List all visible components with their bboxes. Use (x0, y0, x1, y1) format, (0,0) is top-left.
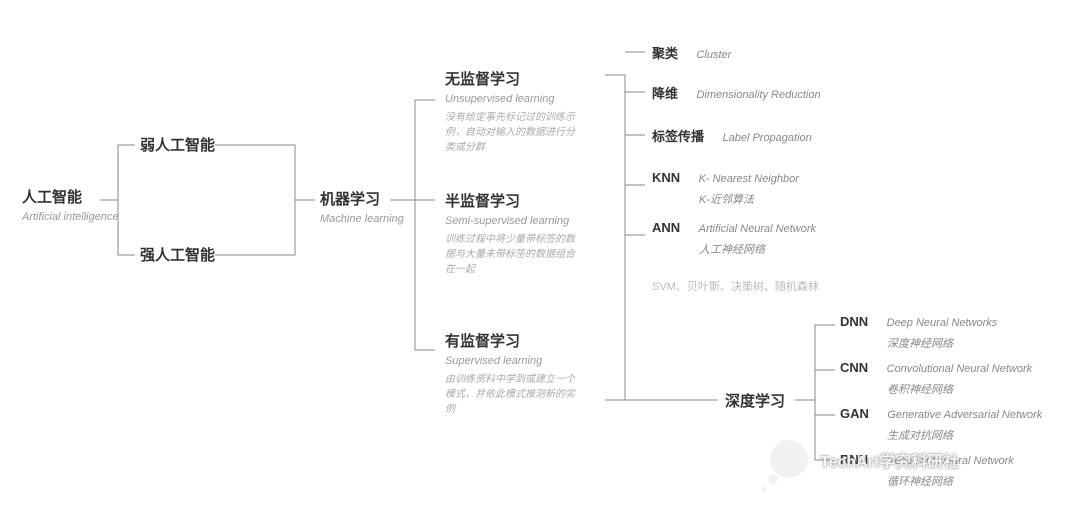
knn-zh: KNN (652, 170, 680, 187)
node-dnn: DNN Deep Neural Networks 深度神经网络 (840, 312, 997, 351)
node-semi: 半监督学习 Semi-supervised learning 训练过程中将少量带… (445, 192, 575, 277)
node-gan: GAN Generative Adversarial Network 生成对抗网… (840, 404, 1042, 443)
cnn-en: Convolutional Neural Network (887, 362, 1033, 376)
strong-ai-zh: 强人工智能 (140, 246, 215, 266)
node-ann: ANN Artificial Neural Network 人工神经网络 (652, 218, 816, 257)
watermark-icon (770, 440, 808, 478)
sup-desc: 由训练资料中学到或建立一个模式，并依此模式推测新的实例 (445, 372, 575, 417)
other-text: SVM、贝叶斯、决策树、随机森林 (652, 281, 819, 293)
node-weak-ai: 弱人工智能 (140, 136, 215, 156)
knn-en: K- Nearest Neighbor (699, 172, 799, 186)
node-unsupervised: 无监督学习 Unsupervised learning 没有给定事先标记过的训练… (445, 70, 575, 155)
cnn-zh: CNN (840, 360, 868, 377)
gan-en: Generative Adversarial Network (887, 408, 1042, 422)
node-other-methods: SVM、贝叶斯、决策树、随机森林 (652, 280, 819, 294)
lp-zh: 标签传播 (652, 129, 704, 146)
gan-sub: 生成对抗网络 (887, 429, 1042, 443)
node-ml: 机器学习 Machine learning (320, 190, 404, 226)
dnn-en: Deep Neural Networks (887, 316, 998, 330)
node-knn: KNN K- Nearest Neighbor K-近邻算法 (652, 168, 799, 207)
node-labelprop: 标签传播 Label Propagation (652, 127, 812, 148)
semi-zh: 半监督学习 (445, 192, 575, 212)
rnn-sub: 循环神经网络 (887, 475, 1014, 489)
ml-en: Machine learning (320, 212, 404, 226)
cnn-sub: 卷积神经网络 (887, 383, 1032, 397)
dl-zh: 深度学习 (725, 392, 785, 412)
unsup-desc: 没有给定事先标记过的训练示例，自动对输入的数据进行分类或分群 (445, 110, 575, 155)
cluster-en: Cluster (696, 48, 731, 62)
node-dimred: 降维 Dimensionality Reduction (652, 84, 821, 105)
knn-sub: K-近邻算法 (699, 193, 799, 207)
cluster-zh: 聚类 (652, 46, 678, 63)
weak-ai-zh: 弱人工智能 (140, 136, 215, 156)
ann-en: Artificial Neural Network (699, 222, 816, 236)
unsup-zh: 无监督学习 (445, 70, 575, 90)
node-supervised: 有监督学习 Supervised learning 由训练资料中学到或建立一个模… (445, 332, 575, 417)
node-strong-ai: 强人工智能 (140, 246, 215, 266)
dimred-en: Dimensionality Reduction (696, 88, 820, 102)
dnn-sub: 深度神经网络 (887, 337, 997, 351)
gan-zh: GAN (840, 406, 869, 423)
lp-en: Label Propagation (722, 131, 811, 145)
semi-desc: 训练过程中将少量带标签的数据与大量未带标签的数据组合在一起 (445, 232, 575, 277)
unsup-en: Unsupervised learning (445, 92, 575, 106)
ai-en: Artificial intelligence (22, 210, 119, 224)
node-ai-root: 人工智能 Artificial intelligence (22, 188, 119, 224)
node-cnn: CNN Convolutional Neural Network 卷积神经网络 (840, 358, 1032, 397)
ml-zh: 机器学习 (320, 190, 404, 210)
sup-en: Supervised learning (445, 354, 575, 368)
watermark-text: TechArt学究科研社 (820, 448, 959, 472)
ann-zh: ANN (652, 220, 680, 237)
sup-zh: 有监督学习 (445, 332, 575, 352)
node-cluster: 聚类 Cluster (652, 44, 731, 65)
ann-sub: 人工神经网络 (699, 243, 816, 257)
ai-zh: 人工智能 (22, 188, 119, 208)
semi-en: Semi-supervised learning (445, 214, 575, 228)
dnn-zh: DNN (840, 314, 868, 331)
dimred-zh: 降维 (652, 86, 678, 103)
node-dl: 深度学习 (725, 392, 785, 412)
